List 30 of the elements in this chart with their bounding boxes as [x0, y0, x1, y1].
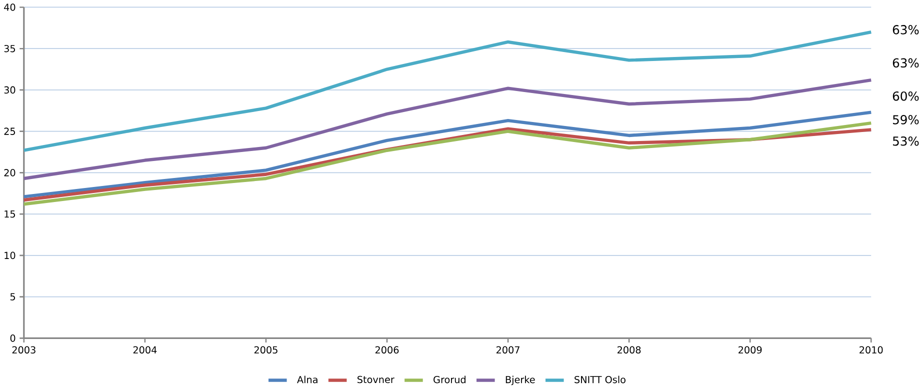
y-tick-label: 15	[4, 210, 16, 218]
y-tick-label: 35	[4, 44, 16, 52]
y-tick-label: 10	[4, 252, 16, 260]
y-tick-label: 5	[10, 293, 16, 300]
x-tick-label: 2008	[618, 346, 641, 354]
y-tick-label: 0	[10, 334, 16, 342]
x-tick-label: 2003	[12, 346, 36, 354]
x-tick-label: 2007	[496, 346, 520, 354]
legend-label: Grorud	[434, 376, 466, 384]
x-tick-label: 2005	[254, 346, 278, 354]
y-tick-label: 20	[4, 169, 16, 176]
text: 53%	[893, 136, 919, 146]
line-series	[22, 30, 873, 152]
x-tick-label: 2009	[738, 346, 762, 354]
line-series	[22, 78, 873, 180]
x-tick-label: 2006	[375, 346, 399, 354]
x-tick-label: 2004	[133, 346, 157, 354]
text: 59%	[893, 115, 919, 124]
y-tick-label: 30	[4, 86, 16, 94]
legend-label: Bjerke	[506, 376, 535, 386]
x-tick-label: 2010	[860, 346, 883, 354]
line-series	[22, 110, 873, 198]
text: 60%	[892, 91, 919, 101]
y-tick-label: 25	[4, 128, 16, 135]
legend-label: SNITT Oslo	[574, 376, 626, 384]
text: 63%	[892, 58, 919, 68]
y-tick-label: 40	[4, 4, 16, 11]
legend-label: Alna	[297, 376, 318, 384]
text: 63%	[892, 25, 919, 34]
legend-label: Stovner	[358, 376, 394, 384]
